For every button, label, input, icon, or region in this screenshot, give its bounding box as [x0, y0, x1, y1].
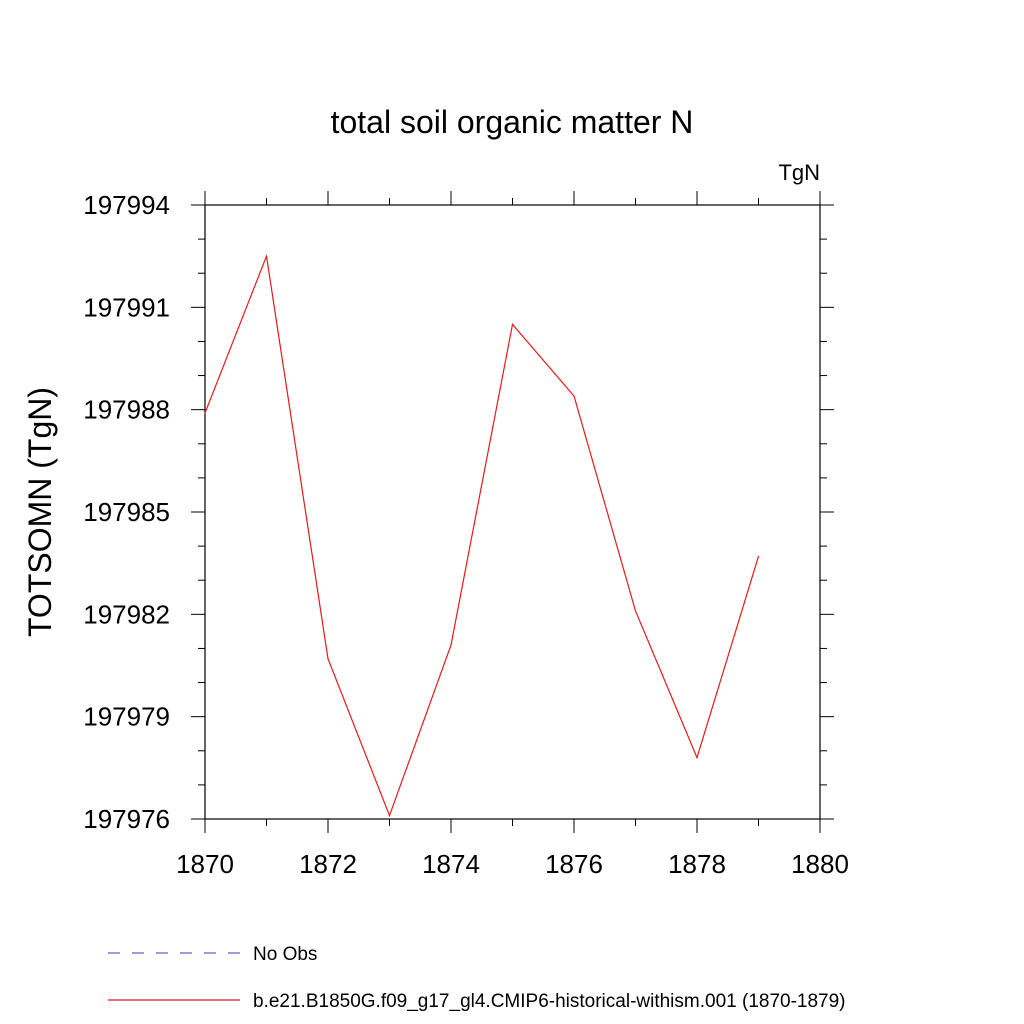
x-tick-label: 1874	[422, 849, 480, 879]
y-tick-label: 197982	[83, 599, 170, 629]
x-tick-label: 1870	[176, 849, 234, 879]
data-point	[634, 610, 637, 612]
data-point	[696, 757, 698, 759]
data-point	[757, 555, 760, 557]
data-point	[450, 644, 452, 646]
units-label: TgN	[778, 160, 820, 185]
chart-title: total soil organic matter N	[331, 104, 694, 140]
legend: No Obs b.e21.B1850G.f09_g17_gl4.CMIP6-his…	[108, 944, 846, 1012]
x-tick-label: 1876	[545, 849, 603, 879]
y-tick-label: 197985	[83, 497, 170, 527]
y-tick-label: 197991	[83, 292, 170, 322]
data-point	[204, 412, 206, 414]
data-point	[265, 255, 268, 257]
axes	[204, 204, 821, 820]
series-line	[204, 253, 760, 818]
x-tick-label: 1878	[668, 849, 726, 879]
data-point	[388, 814, 391, 817]
x-tick-label: 1872	[299, 849, 357, 879]
plot-frame	[204, 204, 821, 820]
x-tick-label: 1880	[791, 849, 849, 879]
tick-labels: 1870 1872 1874 1876 1878 1880 197976 197979 1979…	[83, 190, 849, 879]
data-point	[573, 395, 575, 397]
series-layer	[204, 253, 760, 818]
legend-label: No Obs	[253, 944, 317, 965]
y-axis-label: TOTSOMN (TgN)	[22, 387, 58, 637]
legend-label: b.e21.B1850G.f09_g17_gl4.CMIP6-historica…	[253, 991, 846, 1012]
y-tick-label: 197976	[83, 804, 170, 834]
data-point	[511, 323, 514, 325]
y-tick-label: 197994	[83, 190, 170, 220]
data-point	[327, 658, 329, 660]
y-tick-label: 197988	[83, 395, 170, 425]
y-tick-label: 197979	[83, 702, 170, 732]
ticks	[191, 191, 834, 833]
